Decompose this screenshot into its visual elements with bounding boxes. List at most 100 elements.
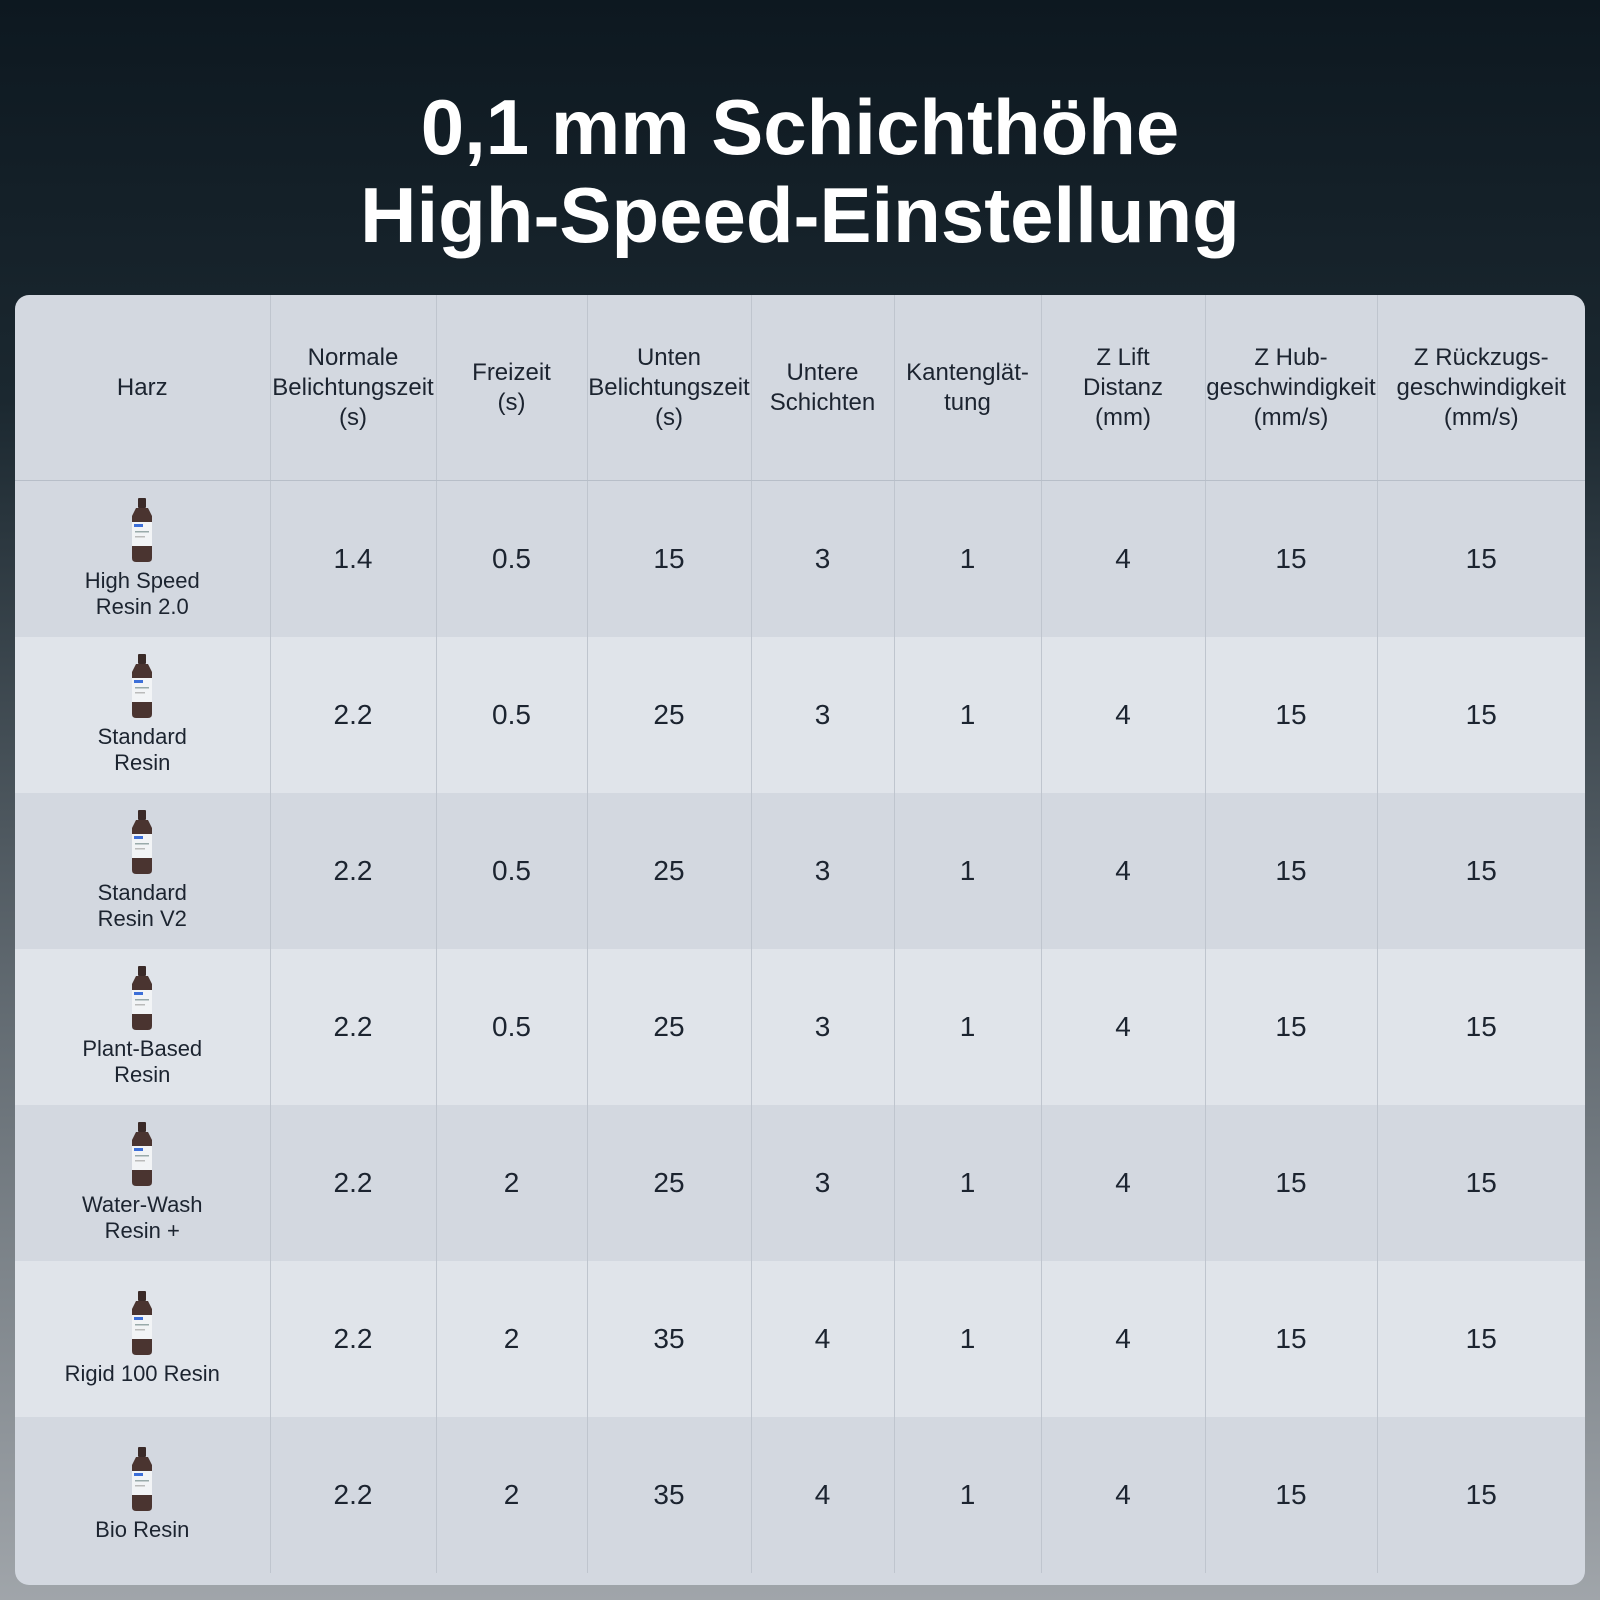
table-row: Water-Wash Resin +2.2 2 25 3 1 4 15 15 — [15, 1105, 1585, 1261]
value-cell: 4 — [1040, 1261, 1205, 1417]
table-body: High Speed Resin 2.0 1.4 0.5 15 3 1 4 15 15 Stand… — [15, 480, 1585, 1573]
value-cell: 3 — [750, 1105, 894, 1261]
value-cell: 4 — [1040, 1417, 1205, 1573]
resin-cell: Rigid 100 Resin — [15, 1261, 270, 1417]
value-cell: 15 — [1204, 1417, 1377, 1573]
resin-cell: Standard Resin V2 — [15, 793, 270, 949]
value-cell: 15 — [1204, 949, 1377, 1105]
resin-name: Rigid 100 Resin — [64, 1361, 220, 1386]
value-cell: 1 — [893, 1417, 1041, 1573]
value-cell: 3 — [750, 949, 894, 1105]
value-cell: 1 — [893, 1261, 1041, 1417]
value-cell: 0.5 — [435, 949, 587, 1105]
table-row: Standard Resin 2.2 0.5 25 3 1 4 15 15 — [15, 637, 1585, 793]
resin-cell: Bio Resin — [15, 1417, 270, 1573]
column-header: Z Hub- geschwindigkeit (mm/s) — [1204, 295, 1377, 481]
value-cell: 15 — [1376, 1261, 1585, 1417]
column-header: Harz — [15, 295, 270, 481]
value-cell: 0.5 — [435, 793, 587, 949]
title: 0,1 mm Schichthöhe — [420, 83, 1180, 171]
bottle-icon — [132, 966, 153, 1030]
table-row: High Speed Resin 2.0 1.4 0.5 15 3 1 4 15 15 — [15, 480, 1585, 638]
value-cell: 25 — [586, 637, 751, 793]
value-cell: 15 — [1204, 1105, 1377, 1261]
table-row: Rigid 100 Resin 2.2 2 35 4 1 4 15 15 — [15, 1261, 1585, 1417]
column-header: Z Lift Distanz (mm) — [1040, 295, 1205, 481]
value-cell: 4 — [1040, 480, 1205, 637]
value-cell: 2.2 — [269, 949, 436, 1105]
table-panel: Harz Normale Belichtungszeit (s) Freizeit … — [15, 295, 1585, 1585]
resin-name: Standard Resin — [97, 724, 187, 775]
bottle-icon — [132, 1291, 153, 1355]
resin-cell: Plant-Based Resin — [15, 949, 270, 1105]
value-cell: 4 — [1040, 949, 1205, 1105]
column-header: Normale Belichtungszeit (s) — [269, 295, 436, 481]
value-cell: 4 — [1040, 1105, 1205, 1261]
value-cell: 2 — [435, 1105, 587, 1261]
value-cell: 25 — [586, 949, 751, 1105]
column-header: Freizeit (s) — [435, 295, 587, 481]
value-cell: 2.2 — [269, 793, 436, 949]
value-cell: 3 — [750, 793, 894, 949]
bottle-icon — [132, 498, 153, 562]
value-cell: 1.4 — [269, 480, 436, 637]
resin-name: Water-Wash Resin + — [81, 1192, 203, 1243]
bottle-icon — [132, 654, 153, 718]
table-row: Plant-Based Resin 2.2 0.5 25 3 1 4 15 15 — [15, 949, 1585, 1105]
value-cell: 2.2 — [269, 1417, 436, 1573]
resin-name: Standard Resin V2 — [97, 880, 187, 931]
table-row: Standard Resin V2 2.2 0.5 25 3 1 4 15 15 — [15, 793, 1585, 949]
value-cell: 2 — [435, 1417, 587, 1573]
resin-name: High Speed Resin 2.0 — [84, 568, 200, 619]
value-cell: 2.2 — [269, 1261, 436, 1417]
value-cell: 4 — [750, 1261, 894, 1417]
column-header: Untere Schichten — [750, 295, 894, 481]
value-cell: 15 — [1204, 480, 1377, 637]
settings-table: Harz Normale Belichtungszeit (s) Freizeit … — [15, 295, 1585, 1573]
resin-cell: High Speed Resin 2.0 — [15, 481, 270, 638]
bottle-icon — [132, 810, 153, 874]
resin-cell: Standard Resin — [15, 637, 270, 793]
value-cell: 15 — [1376, 1105, 1585, 1261]
value-cell: 0.5 — [435, 637, 587, 793]
column-header: Kantenglät- tung — [893, 295, 1041, 481]
resin-cell: Water-Wash Resin + — [15, 1105, 270, 1261]
value-cell: 25 — [586, 793, 751, 949]
resin-name: Plant-Based Resin — [82, 1036, 203, 1087]
value-cell: 0.5 — [435, 480, 587, 637]
column-header: Z Rückzugs- geschwindigkeit (mm/s) — [1376, 295, 1585, 481]
value-cell: 1 — [893, 949, 1041, 1105]
resin-name: Bio Resin — [95, 1517, 190, 1542]
value-cell: 4 — [750, 1417, 894, 1573]
value-cell: 1 — [893, 793, 1041, 949]
value-cell: 15 — [1376, 1417, 1585, 1573]
value-cell: 3 — [750, 637, 894, 793]
value-cell: 35 — [586, 1261, 751, 1417]
value-cell: 2.2 — [269, 1105, 436, 1261]
value-cell: 1 — [893, 480, 1041, 637]
value-cell: 4 — [1040, 793, 1205, 949]
value-cell: 1 — [893, 1105, 1041, 1261]
value-cell: 15 — [1204, 793, 1377, 949]
header-row: Harz Normale Belichtungszeit (s) Freizeit … — [15, 295, 1585, 481]
value-cell: 15 — [1376, 637, 1585, 793]
value-cell: 2.2 — [269, 637, 436, 793]
table-row: Bio Resin 2.2 2 35 4 1 4 15 15 — [15, 1417, 1585, 1573]
value-cell: 35 — [586, 1417, 751, 1573]
value-cell: 25 — [586, 1105, 751, 1261]
column-header: Unten Belichtungszeit (s) — [586, 295, 751, 481]
value-cell: 15 — [586, 480, 751, 637]
value-cell: 15 — [1376, 949, 1585, 1105]
value-cell: 2 — [435, 1261, 587, 1417]
value-cell: 15 — [1376, 793, 1585, 949]
title: High-Speed-Einstellung — [360, 171, 1240, 259]
value-cell: 15 — [1204, 1261, 1377, 1417]
value-cell: 1 — [893, 637, 1041, 793]
value-cell: 15 — [1204, 637, 1377, 793]
value-cell: 15 — [1376, 480, 1585, 637]
value-cell: 3 — [750, 480, 894, 637]
bottle-icon — [132, 1447, 153, 1511]
value-cell: 4 — [1040, 637, 1205, 793]
bottle-icon — [132, 1122, 153, 1186]
